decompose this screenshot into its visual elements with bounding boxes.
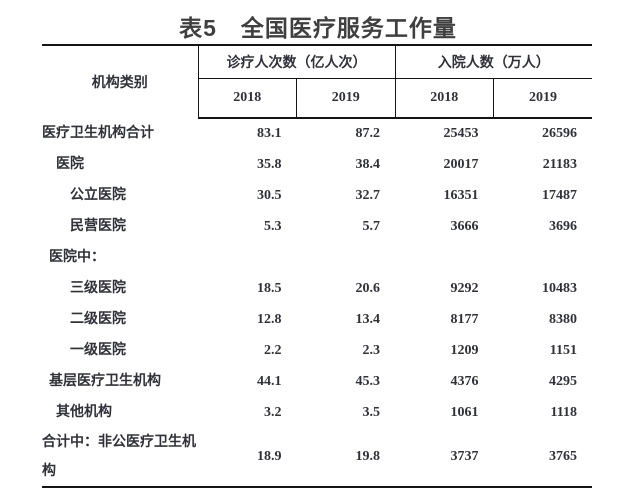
row-value: 32.7 <box>355 187 381 203</box>
row-value: 35.8 <box>257 156 282 172</box>
row-value: 5.3 <box>264 218 282 234</box>
header-group-row: 机构类别 诊疗人次数（亿人次） 入院人数（万人） <box>42 45 592 118</box>
row-value: 45.3 <box>355 373 381 389</box>
row-value: 5.7 <box>362 218 381 234</box>
table-row: 民营医院 5.3 5.7 3666 3696 <box>42 211 592 242</box>
medical-workload-table: 机构类别 诊疗人次数（亿人次） 入院人数（万人） 2018 2019 2018 … <box>42 44 592 488</box>
row-value: 9292 <box>450 280 479 296</box>
col-group-hospital-admissions: 入院人数（万人） <box>395 45 592 79</box>
row-value: 8380 <box>549 311 577 327</box>
row-value: 44.1 <box>257 373 282 389</box>
row-value <box>297 242 396 273</box>
row-value: 4376 <box>450 373 479 389</box>
row-value: 20.6 <box>355 280 381 296</box>
row-label: 三级医院 <box>70 280 126 296</box>
row-label: 民营医院 <box>70 218 126 234</box>
row-value: 1209 <box>450 342 479 358</box>
table-row: 医院中： <box>42 242 592 273</box>
table-row: 医疗卫生机构合计 83.1 87.2 25453 26596 <box>42 118 592 149</box>
row-value: 26596 <box>542 126 577 141</box>
row-value <box>198 242 297 273</box>
col-group-outpatient-visits: 诊疗人次数（亿人次） <box>198 45 396 79</box>
row-value: 19.8 <box>355 449 381 464</box>
row-value: 3.2 <box>264 404 282 420</box>
row-value: 3765 <box>549 449 577 464</box>
row-label: 二级医院 <box>70 311 126 327</box>
row-value: 21183 <box>542 156 577 172</box>
row-label: 其他机构 <box>56 404 112 420</box>
row-label: 基层医疗卫生机构 <box>49 373 161 389</box>
row-value: 2.2 <box>264 342 282 358</box>
row-value: 4295 <box>549 373 577 389</box>
row-label: 医疗卫生机构合计 <box>42 125 154 141</box>
table-title: 表5 全国医疗服务工作量 <box>179 15 457 41</box>
row-value: 87.2 <box>355 126 381 141</box>
row-value: 18.9 <box>257 449 282 464</box>
year-header-visits-2018: 2018 <box>198 78 297 119</box>
row-value: 10483 <box>542 280 577 296</box>
col-header-institution-category: 机构类别 <box>42 45 199 118</box>
row-value: 1118 <box>550 404 577 420</box>
row-label: 一级医院 <box>70 342 126 358</box>
year-header-admissions-2019: 2019 <box>493 78 592 119</box>
row-value: 3737 <box>450 449 479 464</box>
row-value: 17487 <box>542 187 577 203</box>
row-value: 1061 <box>450 404 479 420</box>
header-year-row: 2018 2019 2018 2019 <box>42 78 592 119</box>
row-value: 3666 <box>450 218 479 234</box>
table-body: 医疗卫生机构合计 83.1 87.2 25453 26596 医院 35.8 38.4 2001… <box>42 118 592 487</box>
row-value: 1151 <box>549 342 577 358</box>
row-value: 38.4 <box>355 156 381 172</box>
table-row: 基层医疗卫生机构 44.1 45.3 4376 4295 <box>42 366 592 397</box>
row-value: 2.3 <box>362 342 381 358</box>
table-row: 其他机构 3.2 3.5 1061 1118 <box>42 397 592 428</box>
row-label: 公立医院 <box>70 187 126 203</box>
table-row: 医院 35.8 38.4 20017 21183 <box>42 149 592 180</box>
row-value: 30.5 <box>257 187 282 203</box>
row-value: 3.5 <box>362 404 381 420</box>
table-row: 一级医院 2.2 2.3 1209 1151 <box>42 335 592 366</box>
row-label: 合计中：非公医疗卫生机构 <box>42 435 196 479</box>
row-value: 18.5 <box>257 280 282 296</box>
row-value: 83.1 <box>257 126 282 141</box>
row-value: 20017 <box>443 156 479 172</box>
table-row: 二级医院 12.8 13.4 8177 8380 <box>42 304 592 335</box>
table-row: 合计中：非公医疗卫生机构 18.9 19.8 3737 3765 <box>42 428 592 487</box>
year-header-visits-2019: 2019 <box>296 78 396 119</box>
row-value <box>395 242 494 273</box>
row-value: 12.8 <box>257 311 282 327</box>
row-value: 13.4 <box>355 311 381 327</box>
table-row: 公立医院 30.5 32.7 16351 17487 <box>42 180 592 211</box>
row-value <box>494 242 593 273</box>
row-value: 16351 <box>443 187 479 203</box>
table-header: 机构类别 诊疗人次数（亿人次） 入院人数（万人） 2018 2019 2018 … <box>42 45 592 119</box>
row-value: 8177 <box>450 311 479 327</box>
row-label: 医院 <box>56 156 84 172</box>
row-label: 医院中： <box>49 249 105 265</box>
row-value: 25453 <box>443 126 479 141</box>
table-row: 三级医院 18.5 20.6 9292 10483 <box>42 273 592 304</box>
row-value: 3696 <box>549 218 577 234</box>
year-header-admissions-2018: 2018 <box>395 78 494 119</box>
